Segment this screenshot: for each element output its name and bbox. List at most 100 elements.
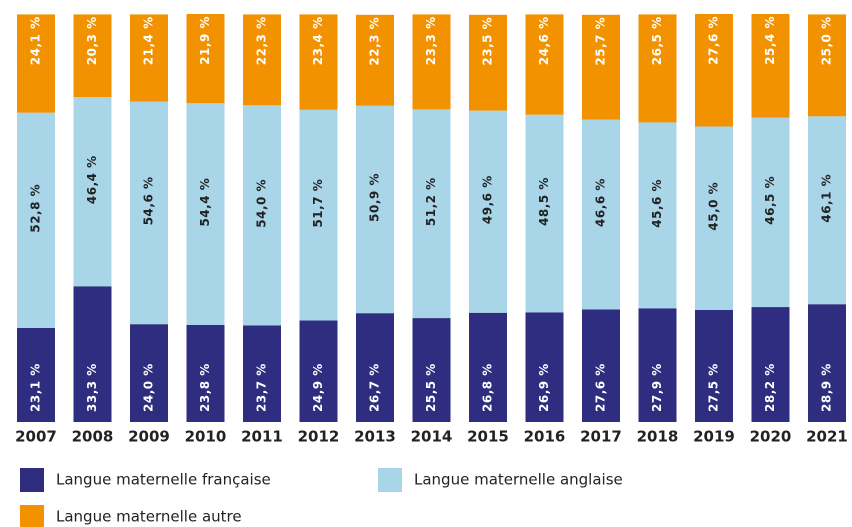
value-label: 23,8 %	[198, 363, 212, 412]
value-label: 28,9 %	[820, 363, 834, 412]
bar-segment	[17, 14, 55, 113]
bar-segment	[525, 14, 564, 115]
bar-segment	[299, 109, 338, 321]
value-label: 28,2 %	[763, 363, 777, 412]
value-label: 50,9 %	[368, 173, 382, 222]
bar-segment	[695, 309, 733, 422]
value-label: 51,7 %	[311, 179, 325, 228]
legend-swatch	[378, 468, 402, 492]
value-label: 24,0 %	[142, 363, 156, 412]
value-label: 26,8 %	[481, 363, 495, 412]
x-tick-label: 2008	[72, 428, 114, 446]
bar-segment	[582, 14, 620, 120]
value-label: 33,3 %	[85, 363, 99, 412]
bar-segment	[638, 14, 677, 123]
bar-segment	[751, 117, 790, 308]
bar-segment	[130, 324, 168, 422]
bar-segment	[469, 312, 507, 422]
value-label: 26,5 %	[650, 16, 664, 65]
bar-segment	[808, 304, 846, 422]
value-label: 54,0 %	[255, 179, 269, 228]
bar-segment	[469, 110, 507, 313]
bar-segment	[243, 105, 281, 326]
bar-segment	[243, 325, 281, 422]
value-label: 24,6 %	[537, 16, 551, 65]
legend-label: Langue maternelle anglaise	[414, 471, 623, 489]
x-tick-label: 2019	[693, 428, 735, 446]
bar-segment	[525, 312, 564, 422]
value-label: 27,5 %	[707, 363, 721, 412]
value-label: 46,6 %	[594, 178, 608, 227]
value-label: 51,2 %	[424, 177, 438, 226]
bar-segment	[186, 324, 225, 422]
bar-segment	[356, 14, 394, 106]
value-label: 23,5 %	[481, 17, 495, 66]
x-tick-label: 2021	[806, 428, 848, 446]
bar-segment	[17, 327, 55, 422]
bar-segment	[582, 309, 620, 422]
value-label: 27,9 %	[650, 363, 664, 412]
x-tick-label: 2013	[354, 428, 396, 446]
value-label: 49,6 %	[481, 175, 495, 224]
bar-segment	[751, 307, 790, 422]
bar-segment	[525, 114, 564, 313]
value-label: 25,0 %	[820, 16, 834, 65]
value-label: 46,1 %	[820, 174, 834, 223]
bar-segment	[412, 14, 451, 110]
x-tick-label: 2007	[15, 428, 57, 446]
bar-segment	[73, 97, 112, 287]
value-label: 21,4 %	[142, 16, 156, 65]
bar-segment	[808, 116, 846, 305]
bar-segment	[299, 14, 338, 110]
value-label: 20,3 %	[85, 16, 99, 65]
bar-segment	[695, 126, 733, 310]
x-tick-label: 2011	[241, 428, 283, 446]
bar-segment	[356, 313, 394, 422]
value-label: 23,3 %	[424, 16, 438, 65]
bar-segment	[73, 14, 112, 98]
x-tick-label: 2014	[411, 428, 453, 446]
value-label: 22,3 %	[368, 17, 382, 66]
value-label: 23,1 %	[29, 363, 43, 412]
bar-segment	[808, 14, 846, 117]
legend-swatch	[20, 505, 44, 527]
x-tick-label: 2016	[524, 428, 566, 446]
x-tick-label: 2015	[467, 428, 509, 446]
bar-segment	[243, 14, 281, 106]
bar-segment	[751, 14, 790, 118]
value-label: 26,9 %	[537, 363, 551, 412]
value-label: 27,6 %	[707, 16, 721, 65]
bar-segment	[469, 14, 507, 111]
value-label: 48,5 %	[537, 177, 551, 226]
value-label: 46,4 %	[85, 155, 99, 204]
bar-segment	[299, 320, 338, 422]
legend-swatch	[20, 468, 44, 492]
bar-segment	[412, 109, 451, 319]
bar-segment	[186, 103, 225, 325]
value-label: 52,8 %	[29, 184, 43, 233]
value-label: 24,9 %	[311, 363, 325, 412]
bar-segment	[695, 14, 733, 127]
bar-segment	[638, 122, 677, 309]
bar-segment	[130, 101, 168, 325]
bar-segment	[356, 105, 394, 314]
value-label: 22,3 %	[255, 16, 269, 65]
bar-segment	[582, 119, 620, 310]
value-label: 45,6 %	[650, 179, 664, 228]
value-label: 25,5 %	[424, 363, 438, 412]
value-label: 54,6 %	[142, 176, 156, 225]
x-tick-label: 2017	[580, 428, 622, 446]
value-label: 23,7 %	[255, 363, 269, 412]
legend-label: Langue maternelle française	[56, 471, 271, 489]
x-tick-label: 2009	[128, 428, 170, 446]
value-label: 45,0 %	[707, 182, 721, 231]
value-label: 25,4 %	[763, 16, 777, 65]
bar-segment	[17, 112, 55, 328]
value-label: 25,7 %	[594, 17, 608, 66]
x-tick-label: 2010	[185, 428, 227, 446]
value-label: 54,4 %	[198, 178, 212, 227]
bar-segment	[186, 14, 225, 104]
x-tick-label: 2018	[637, 428, 679, 446]
bar-segment	[73, 286, 112, 422]
